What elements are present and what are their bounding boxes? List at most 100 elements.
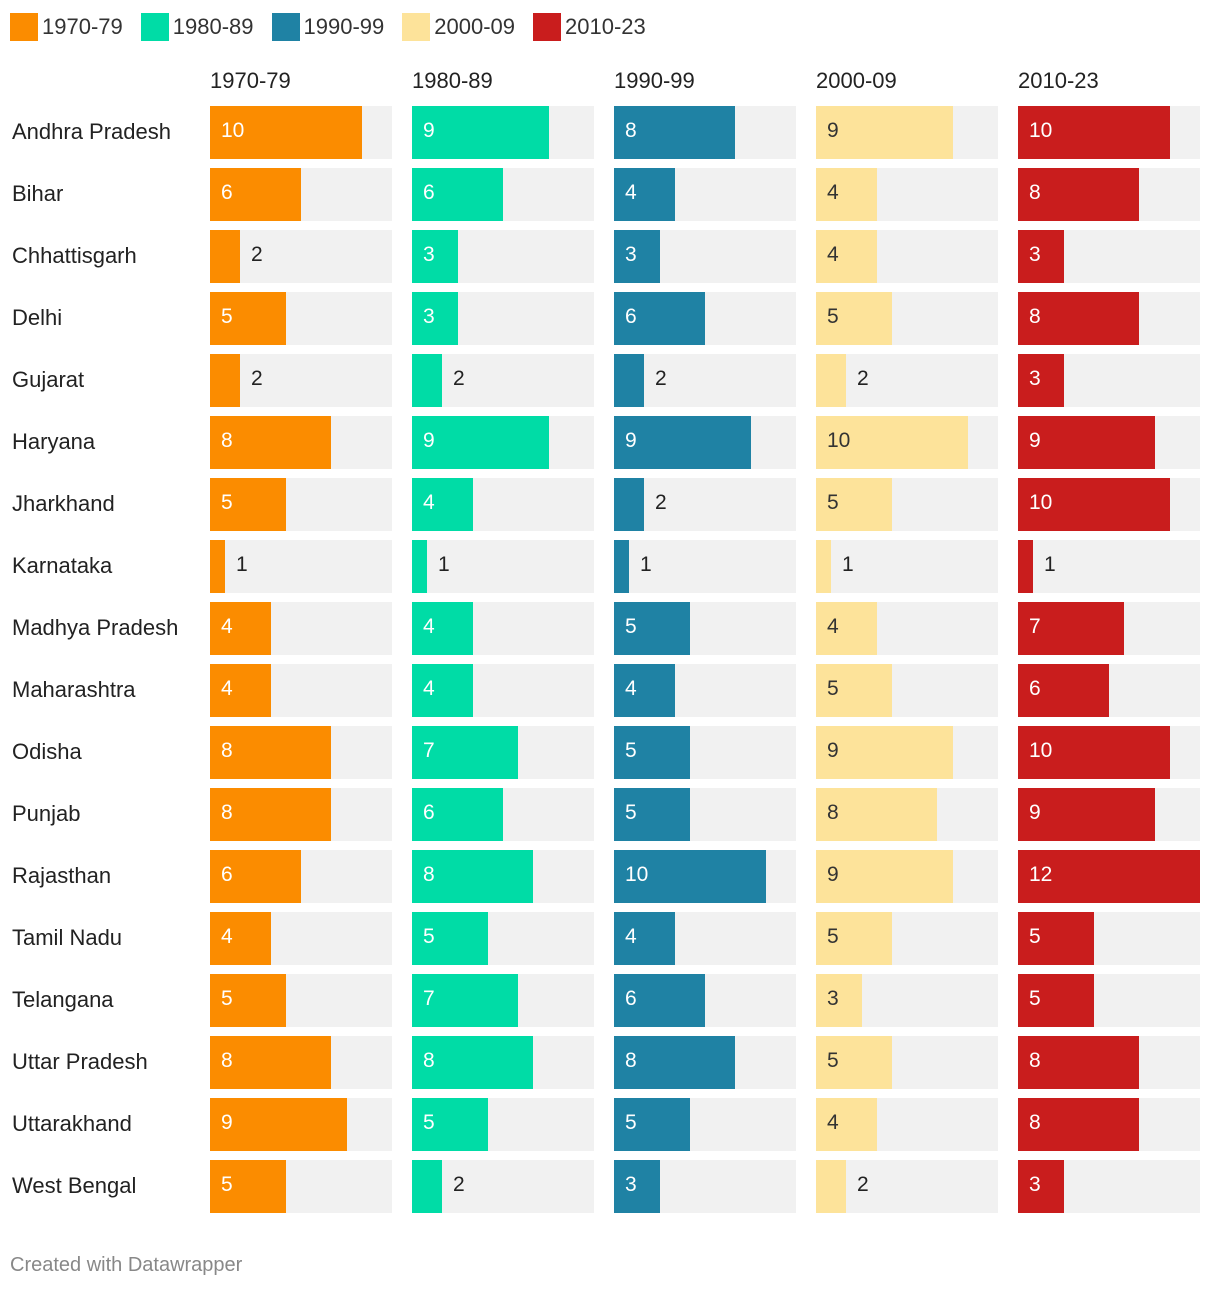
bar-track [412, 540, 594, 593]
data-label: 2 [251, 243, 263, 266]
bar [210, 974, 286, 1027]
bar [210, 478, 286, 531]
data-label: 6 [423, 181, 435, 204]
bar [816, 540, 831, 593]
bar [614, 168, 675, 221]
data-label: 8 [1029, 305, 1041, 328]
data-label: 4 [625, 181, 637, 204]
bar [816, 850, 953, 903]
data-label: 9 [827, 739, 839, 762]
bar [816, 168, 877, 221]
data-label: 4 [625, 677, 637, 700]
bar [1018, 1098, 1139, 1151]
bar [412, 602, 473, 655]
data-label: 6 [1029, 677, 1041, 700]
data-label: 10 [625, 863, 649, 886]
bar [1018, 540, 1033, 593]
row-label: Uttarakhand [12, 1111, 132, 1136]
bar [1018, 912, 1094, 965]
bar [1018, 168, 1139, 221]
column-header: 2010-23 [1018, 68, 1099, 93]
data-label: 8 [423, 863, 435, 886]
bar [412, 230, 458, 283]
data-label: 1 [842, 553, 854, 576]
data-label: 5 [827, 1049, 839, 1072]
bar [412, 726, 518, 779]
legend-item: 2010-23 [533, 13, 646, 41]
row-label: Punjab [12, 801, 81, 826]
bar [412, 664, 473, 717]
bar [412, 354, 442, 407]
data-label: 9 [625, 429, 637, 452]
legend-swatch [10, 13, 38, 41]
column-header: 1990-99 [614, 68, 695, 93]
bar [412, 106, 549, 159]
bar [210, 1036, 331, 1089]
bar-track [1018, 540, 1200, 593]
bar [412, 974, 518, 1027]
data-label: 8 [827, 801, 839, 824]
bar [614, 602, 690, 655]
data-label: 5 [221, 987, 233, 1010]
data-label: 3 [1029, 1173, 1041, 1196]
bar-track [614, 540, 796, 593]
data-label: 9 [221, 1111, 233, 1134]
data-label: 5 [221, 305, 233, 328]
data-label: 10 [1029, 491, 1053, 514]
data-label: 5 [625, 801, 637, 824]
data-label: 6 [625, 987, 637, 1010]
bar [210, 1098, 347, 1151]
column-header: 1970-79 [210, 68, 291, 93]
bar [614, 292, 705, 345]
data-label: 1 [236, 553, 248, 576]
bar [210, 726, 331, 779]
data-label: 2 [453, 367, 465, 390]
data-label: 4 [827, 181, 839, 204]
data-label: 5 [423, 1111, 435, 1134]
data-label: 8 [1029, 1111, 1041, 1134]
bar [1018, 1036, 1139, 1089]
bar-track [210, 354, 392, 407]
legend-label: 2010-23 [565, 14, 646, 39]
data-label: 5 [827, 925, 839, 948]
data-label: 1 [1044, 553, 1056, 576]
row-label: Madhya Pradesh [12, 615, 179, 640]
bar-track [614, 478, 796, 531]
bar [1018, 1160, 1064, 1213]
data-label: 8 [221, 1049, 233, 1072]
data-label: 6 [221, 863, 233, 886]
row-label: Jharkhand [12, 491, 115, 516]
data-label: 4 [221, 615, 233, 638]
row-label: Uttar Pradesh [12, 1049, 148, 1074]
data-label: 2 [857, 1173, 869, 1196]
bar-track [816, 354, 998, 407]
bar [614, 850, 766, 903]
bar [614, 788, 690, 841]
bar-track [816, 1160, 998, 1213]
data-label: 4 [827, 1111, 839, 1134]
bar [1018, 106, 1170, 159]
bar [614, 974, 705, 1027]
bar [816, 664, 892, 717]
data-label: 3 [423, 305, 435, 328]
legend-item: 2000-09 [402, 13, 515, 41]
footer-credit: Created with Datawrapper [10, 1254, 243, 1276]
bar [614, 106, 735, 159]
data-label: 5 [827, 677, 839, 700]
data-label: 9 [1029, 801, 1041, 824]
data-label: 5 [221, 1173, 233, 1196]
legend-item: 1970-79 [10, 13, 123, 41]
bar [614, 726, 690, 779]
data-label: 9 [423, 429, 435, 452]
data-label: 4 [827, 243, 839, 266]
data-label: 4 [423, 677, 435, 700]
bar-track [412, 354, 594, 407]
data-label: 4 [827, 615, 839, 638]
bar [816, 726, 953, 779]
bar [412, 1160, 442, 1213]
bar [614, 354, 644, 407]
data-label: 3 [625, 243, 637, 266]
bar [816, 788, 937, 841]
data-label: 4 [221, 677, 233, 700]
data-label: 10 [221, 119, 245, 142]
